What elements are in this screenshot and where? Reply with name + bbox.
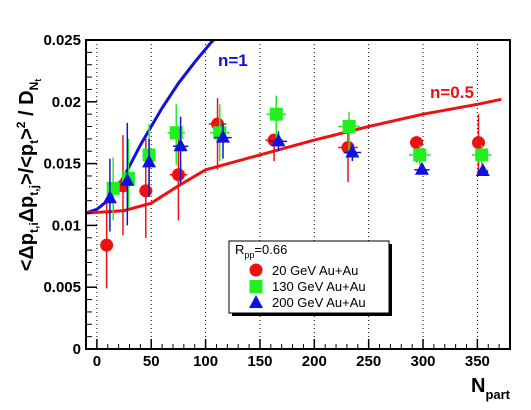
data-point-square: [169, 126, 183, 140]
y-tick-label: 0: [73, 341, 81, 358]
axes: 0 50 100 150 200 250 300 350 0 0.005 0.01 0.015 0.02…: [43, 32, 511, 370]
curve-n=0.5: [86, 97, 502, 215]
x-axis-title: Npart: [471, 375, 511, 402]
data-points: [100, 95, 492, 289]
y-axis-title: <Δpt,iΔpt,j>/<pt>2 / DNt: [14, 79, 43, 272]
data-point-triangle: [414, 161, 429, 175]
x-axis-title-sub: part: [485, 387, 510, 402]
x-tick-label: 0: [93, 353, 101, 370]
data-point-circle: [139, 184, 153, 198]
series-square: [106, 95, 492, 221]
legend-header-main: R: [235, 242, 244, 257]
legend-header-value: =0.66: [254, 242, 287, 257]
data-point-triangle: [215, 129, 230, 143]
data-point-square: [475, 148, 489, 162]
legend-marker-200gev: [249, 295, 263, 308]
data-point-triangle: [475, 163, 490, 177]
legend-header-sub: pp: [244, 250, 254, 260]
x-tick-label: 350: [465, 353, 490, 370]
y-tick-label: 0.01: [52, 217, 81, 234]
y-tick-label: 0.025: [43, 32, 81, 49]
series-triangle: [102, 116, 490, 232]
x-tick-label: 100: [193, 353, 218, 370]
data-point-triangle: [120, 172, 135, 186]
data-point-triangle: [345, 144, 360, 158]
x-tick-label: 300: [411, 353, 436, 370]
legend: Rpp=0.66 20 GeV Au+Au 130 GeV Au+Au 200 …: [228, 240, 392, 316]
legend-label-200gev: 200 GeV Au+Au: [272, 295, 366, 310]
y-tick-label: 0.005: [43, 279, 81, 296]
model-curves: [86, 40, 502, 215]
data-point-square: [342, 120, 356, 134]
plot-frame: [85, 39, 511, 350]
legend-header: Rpp=0.66: [235, 242, 287, 260]
curve-n=1: [86, 40, 216, 215]
x-tick-label: 250: [356, 353, 381, 370]
x-axis-title-main: N: [471, 375, 485, 397]
annotation-n1: n=1: [218, 51, 248, 70]
data-point-circle: [471, 136, 485, 150]
x-tick-label: 50: [143, 353, 160, 370]
data-point-triangle: [142, 154, 157, 168]
y-tick-label: 0.02: [52, 94, 81, 111]
legend-marker-20gev: [249, 263, 263, 277]
legend-label-20gev: 20 GeV Au+Au: [272, 263, 358, 278]
data-point-square: [269, 107, 283, 121]
y-tick-label: 0.015: [43, 156, 81, 173]
legend-label-130gev: 130 GeV Au+Au: [272, 279, 366, 294]
legend-marker-130gev: [249, 280, 263, 293]
data-point-triangle: [102, 190, 117, 204]
x-tick-label: 150: [247, 353, 272, 370]
data-point-square: [413, 148, 427, 162]
data-point-triangle: [271, 133, 286, 147]
data-point-triangle: [173, 138, 188, 152]
x-tick-label: 200: [302, 353, 327, 370]
data-point-circle: [410, 136, 424, 150]
data-point-circle: [171, 168, 185, 182]
annotation-n05: n=0.5: [430, 83, 474, 102]
data-point-circle: [100, 238, 114, 252]
